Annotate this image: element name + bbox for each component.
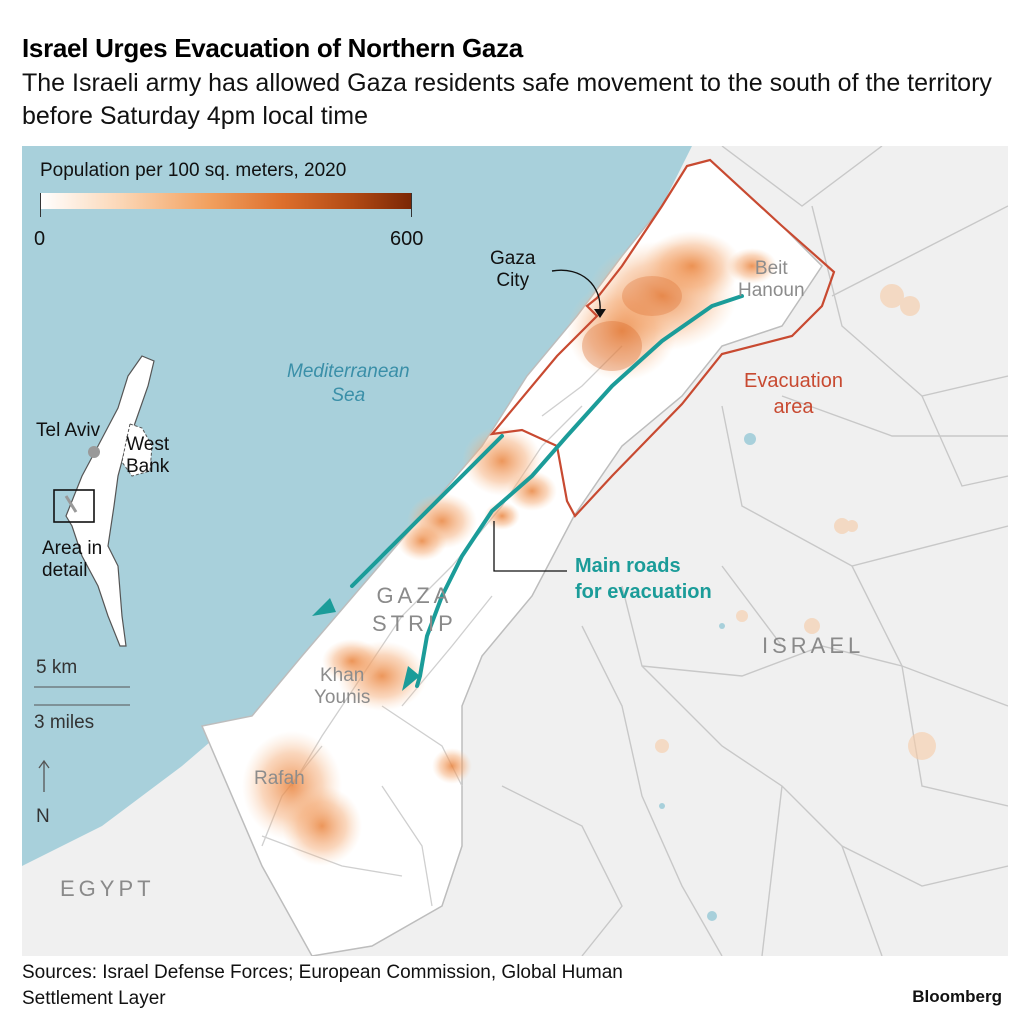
roads-leader	[493, 521, 567, 572]
egypt-label: EGYPT	[60, 876, 155, 901]
israel-roads	[501, 146, 1008, 956]
legend-tick-min	[40, 193, 41, 217]
sea-label: Mediterranean Sea	[287, 361, 410, 406]
gaza-strip-label: GAZA STRIP	[372, 583, 457, 636]
locator-inset	[53, 355, 155, 647]
main-roads-label: Main roads for evacuation	[575, 555, 712, 603]
evacuation-area-outline	[489, 158, 836, 518]
map-panel: Population per 100 sq. meters, 2020 0 60…	[22, 146, 1008, 956]
mediterranean-sea	[22, 146, 692, 866]
legend-min-label: 0	[34, 228, 46, 250]
chart-subtitle: The Israeli army has allowed Gaza reside…	[22, 69, 992, 130]
map-graphic	[22, 146, 1008, 956]
gaza-city-leader	[551, 269, 601, 312]
israel-label: ISRAEL	[762, 633, 865, 658]
evacuation-roads	[350, 294, 744, 688]
population-density	[242, 231, 777, 866]
north-label: N	[36, 806, 50, 827]
sources-note: Sources: Israel Defense Forces; European…	[22, 962, 623, 1009]
rafah-label: Rafah	[254, 768, 305, 789]
chart-title: Israel Urges Evacuation of Northern Gaza	[22, 33, 523, 63]
legend-tick-max	[411, 193, 412, 217]
khan-younis-label: Khan Younis	[314, 665, 371, 708]
legend-title: Population per 100 sq. meters, 2020	[40, 160, 347, 181]
gaza-city-label: Gaza City	[490, 248, 536, 291]
brand-logo: Bloomberg	[912, 987, 1002, 1006]
israel-settlements	[655, 284, 936, 760]
scale-miles-label: 3 miles	[34, 712, 95, 733]
scale-km-label: 5 km	[36, 657, 78, 678]
north-arrow	[38, 759, 50, 792]
west-bank-label: West Bank	[126, 434, 170, 477]
beit-hanoun-label: Beit Hanoun	[738, 258, 805, 301]
evacuation-area-label: Evacuation area	[744, 370, 843, 418]
israel-water	[659, 433, 756, 921]
tel-aviv-label: Tel Aviv	[36, 420, 101, 441]
evacuation-arrowheads	[312, 598, 420, 691]
scale-bar	[34, 686, 130, 706]
legend-max-label: 600	[390, 228, 424, 250]
area-in-detail-label: Area in detail	[42, 538, 103, 581]
legend-color-bar	[40, 193, 412, 209]
